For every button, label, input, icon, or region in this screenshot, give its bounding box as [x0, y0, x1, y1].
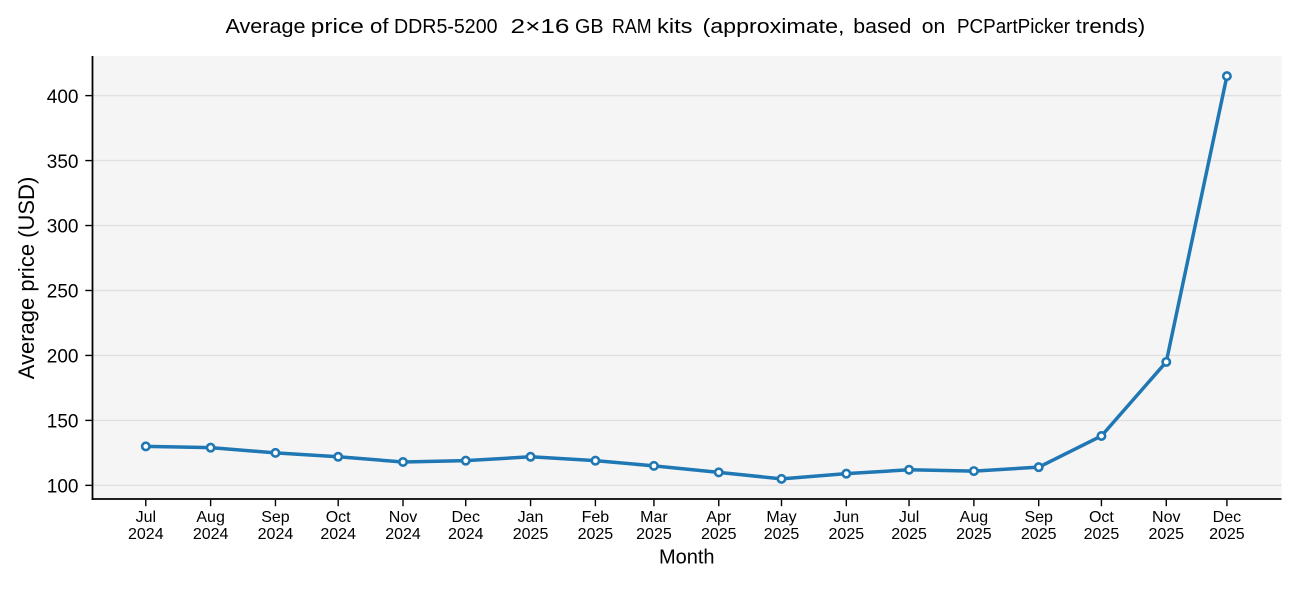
svg-text:Sep: Sep [261, 509, 290, 526]
svg-text:DDR5-5200: DDR5-5200 [394, 16, 498, 38]
svg-text:Nov: Nov [1152, 509, 1180, 526]
svg-text:Apr: Apr [706, 509, 732, 526]
svg-text:of: of [370, 16, 389, 38]
svg-text:Jun: Jun [833, 509, 859, 526]
svg-text:2024: 2024 [193, 526, 229, 543]
svg-text:2025: 2025 [829, 526, 865, 543]
svg-text:(approximate,: (approximate, [703, 16, 845, 38]
svg-text:Nov: Nov [389, 509, 417, 526]
svg-text:2025: 2025 [891, 526, 927, 543]
svg-text:trends): trends) [1076, 16, 1146, 38]
svg-text:Oct: Oct [1089, 509, 1114, 526]
svg-text:2024: 2024 [320, 526, 356, 543]
svg-text:Aug: Aug [960, 509, 988, 526]
svg-text:200: 200 [47, 347, 79, 368]
svg-text:2025: 2025 [764, 526, 800, 543]
svg-text:2024: 2024 [448, 526, 484, 543]
svg-text:GB: GB [575, 16, 604, 38]
svg-text:Feb: Feb [582, 509, 610, 526]
svg-text:2025: 2025 [701, 526, 737, 543]
svg-text:Oct: Oct [326, 509, 351, 526]
svg-text:2025: 2025 [513, 526, 549, 543]
svg-text:Sep: Sep [1024, 509, 1053, 526]
svg-text:2025: 2025 [1209, 526, 1245, 543]
svg-text:100: 100 [47, 477, 79, 498]
svg-text:on: on [922, 16, 946, 38]
svg-text:2024: 2024 [258, 526, 294, 543]
svg-text:300: 300 [47, 217, 79, 238]
svg-text:Jan: Jan [518, 509, 544, 526]
svg-text:Mar: Mar [640, 509, 668, 526]
svg-text:Average price (USD): Average price (USD) [14, 177, 39, 380]
svg-text:Average: Average [226, 16, 306, 38]
svg-text:Dec: Dec [452, 509, 480, 526]
svg-text:2024: 2024 [385, 526, 421, 543]
svg-text:PCPartPicker: PCPartPicker [957, 16, 1070, 38]
svg-text:Jul: Jul [136, 509, 156, 526]
svg-text:Month: Month [659, 547, 715, 569]
svg-text:2025: 2025 [1021, 526, 1057, 543]
svg-text:2025: 2025 [1084, 526, 1120, 543]
svg-text:250: 250 [47, 282, 79, 303]
svg-text:150: 150 [47, 412, 79, 433]
svg-text:2×16: 2×16 [511, 16, 570, 38]
svg-text:Jul: Jul [899, 509, 919, 526]
svg-text:2025: 2025 [956, 526, 992, 543]
svg-text:price: price [311, 16, 364, 38]
svg-text:Dec: Dec [1213, 509, 1241, 526]
svg-text:2025: 2025 [636, 526, 672, 543]
svg-text:350: 350 [47, 152, 79, 173]
svg-text:May: May [766, 509, 796, 526]
svg-text:Aug: Aug [196, 509, 224, 526]
svg-text:2025: 2025 [578, 526, 614, 543]
svg-text:400: 400 [47, 87, 79, 108]
svg-text:RAM: RAM [612, 16, 652, 38]
svg-text:based: based [853, 16, 911, 38]
svg-text:2025: 2025 [1148, 526, 1184, 543]
svg-text:2024: 2024 [128, 526, 164, 543]
svg-text:kits: kits [657, 16, 693, 38]
